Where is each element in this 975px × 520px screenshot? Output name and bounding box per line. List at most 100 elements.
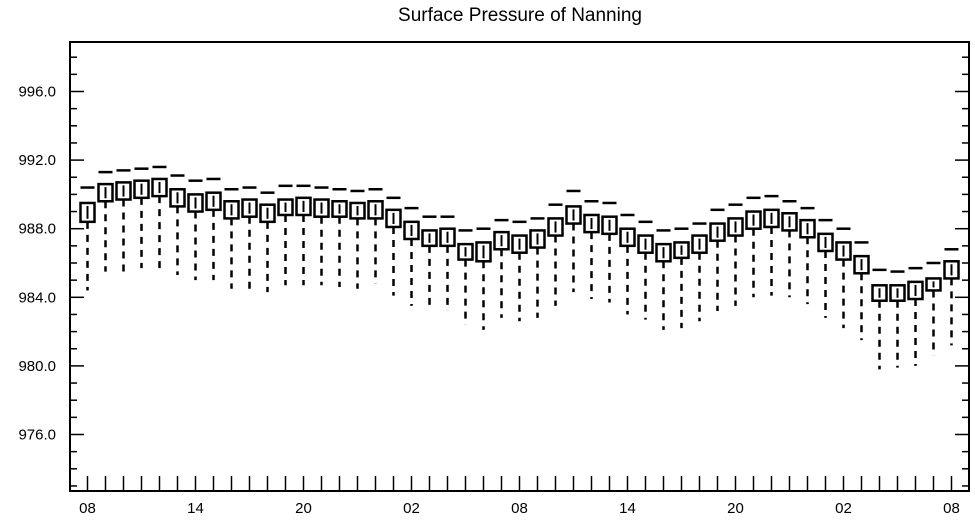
y-tick-label: 984.0 (18, 289, 56, 306)
x-tick-label: 14 (619, 500, 636, 517)
x-tick-label: 20 (727, 500, 744, 517)
x-tick-label: 08 (511, 500, 528, 517)
x-tick-label: 08 (943, 500, 960, 517)
box-body (457, 242, 474, 261)
box-body (709, 222, 726, 242)
box-item (925, 261, 942, 356)
box-item (529, 217, 546, 318)
box-item (115, 169, 132, 272)
box-item (79, 186, 96, 291)
box-item (421, 215, 438, 310)
x-tick-label: 02 (403, 500, 420, 517)
box-item (205, 177, 222, 281)
box-item (619, 213, 636, 315)
x-tick-label: 20 (295, 500, 312, 517)
box-body (169, 188, 186, 208)
y-axis: 976.0 980.0 984.0 988.0 992.0 996.0 (18, 56, 969, 487)
box-body (943, 260, 960, 280)
y-tick-label: 980.0 (18, 358, 56, 375)
box-body (367, 200, 384, 220)
box-item (601, 201, 618, 303)
box-item (295, 184, 312, 286)
box-body (241, 198, 258, 218)
box-item (457, 229, 474, 325)
box-body (313, 198, 330, 218)
box-body (403, 220, 420, 241)
box-body (853, 254, 870, 275)
box-item (727, 203, 744, 306)
box-item (799, 206, 816, 305)
box-body (493, 230, 510, 251)
y-tick-label: 976.0 (18, 427, 56, 444)
box-item (709, 208, 726, 312)
box-body (799, 218, 816, 239)
box-body (889, 284, 906, 302)
box-body (223, 200, 240, 220)
box-item (331, 188, 348, 288)
box-item (241, 186, 258, 289)
box-body (79, 201, 96, 224)
box-body (97, 182, 114, 203)
box-body (691, 234, 708, 254)
box-item (943, 248, 960, 346)
box-body (583, 213, 600, 234)
box-body (817, 232, 834, 253)
box-body (601, 215, 618, 236)
box-item (277, 184, 294, 286)
box-body (745, 210, 762, 230)
box-body (349, 201, 366, 220)
box-body (133, 179, 150, 200)
box-item (187, 179, 204, 281)
box-item (763, 194, 780, 296)
box-item (907, 266, 924, 366)
box-body (619, 227, 636, 248)
box-item (565, 189, 582, 293)
box-body (907, 280, 924, 301)
box-body (637, 234, 654, 254)
box-item (259, 191, 276, 293)
box-item (547, 203, 564, 306)
box-body (205, 191, 222, 212)
box-body (871, 284, 888, 302)
box-item (439, 215, 456, 312)
chart-title: Surface Pressure of Nanning (398, 5, 642, 26)
box-body (925, 277, 942, 292)
box-item (367, 188, 384, 284)
box-body (259, 203, 276, 224)
box-item (403, 206, 420, 306)
box-body (781, 212, 798, 232)
y-tick-label: 992.0 (18, 152, 56, 169)
x-tick-label: 14 (187, 500, 204, 517)
box-item (871, 268, 888, 370)
box-item (313, 186, 330, 286)
x-axis: 08 14 20 02 08 14 20 02 08 (79, 476, 960, 517)
box-item (853, 241, 870, 341)
box-body (277, 198, 294, 217)
box-body (511, 234, 528, 254)
box-item (475, 227, 492, 330)
box-item (97, 170, 114, 272)
box-body (475, 241, 492, 263)
box-item (889, 270, 906, 368)
box-item (511, 220, 528, 322)
box-series (79, 165, 960, 370)
box-body (727, 217, 744, 237)
box-body (187, 193, 204, 213)
box-body (547, 217, 564, 237)
y-tick-label: 996.0 (18, 84, 56, 101)
box-item (133, 167, 150, 269)
box-item (817, 218, 834, 318)
box-body (331, 200, 348, 218)
box-item (151, 165, 168, 269)
box-item (583, 200, 600, 300)
box-item (691, 222, 708, 322)
box-item (781, 200, 798, 298)
box-body (385, 208, 402, 229)
box-body (655, 242, 672, 263)
box-item (655, 229, 672, 330)
box-body (439, 227, 456, 248)
box-item (835, 227, 852, 329)
box-item (493, 218, 510, 318)
box-body (295, 196, 312, 217)
